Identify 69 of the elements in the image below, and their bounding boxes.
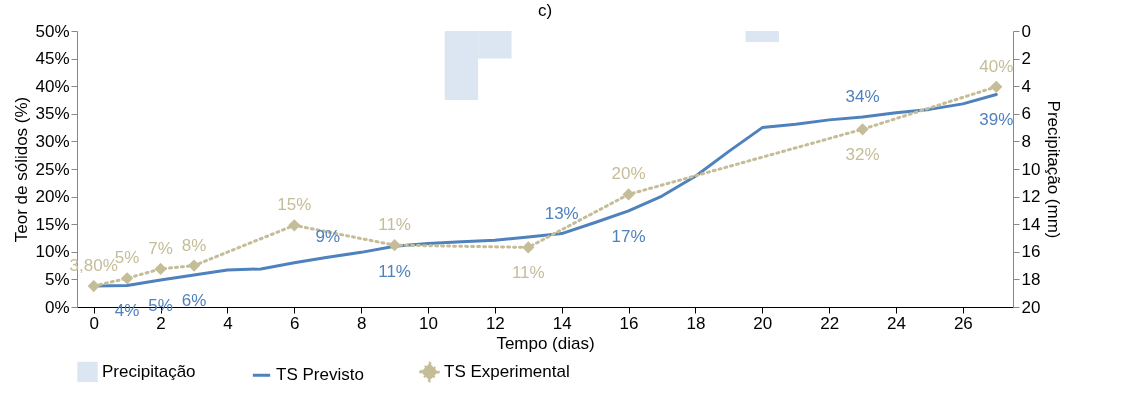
y-tick-label: 45% [35,49,70,69]
y-tick-label: 10% [35,242,70,262]
y-tick-label: 40% [35,76,70,96]
x-tick-label: 16 [619,313,639,333]
x-tick-label: 20 [753,313,773,333]
point [522,241,535,254]
x-tick-label: 12 [485,313,505,333]
x-axis-title: Tempo (dias) [496,333,595,353]
point [288,219,301,232]
y-tick-label: 20% [35,187,70,207]
data-label: 15% [277,195,312,215]
y2-tick-label: 20 [1021,297,1041,317]
x-tick-label: 24 [887,313,906,333]
x-tick-label: 0 [89,313,99,333]
y-tick-label: 0% [44,297,70,317]
data-label: 17% [611,226,646,246]
y-tick-label: 50% [35,21,70,41]
point [87,279,100,293]
data-label: 32% [845,145,880,165]
bar [745,31,779,43]
y2-tick-label: 18 [1021,269,1041,289]
point [121,272,134,285]
data-label: 34% [845,87,880,107]
y2-tick-label: 16 [1021,242,1041,262]
point [154,262,167,276]
point [990,80,1003,93]
x-tick-label: 14 [552,313,572,333]
y2-axis-title: Precipitação (mm) [1044,100,1064,239]
x-tick-label: 18 [686,313,706,333]
y2-tick-label: 12 [1021,187,1041,207]
y-tick-label: 25% [35,159,70,179]
y2-tick-label: 10 [1021,159,1041,179]
data-label: 8% [181,235,207,255]
x-tick-label: 6 [290,313,300,333]
y-tick-label: 15% [35,214,70,234]
data-label: 11% [378,215,411,235]
y2-tick-label: 6 [1021,104,1031,124]
y2-tick-label: 4 [1021,76,1031,96]
legend-label: Precipitação [102,361,196,381]
chart-title: c) [537,1,553,20]
y2-tick-label: 2 [1021,49,1031,69]
point [187,259,201,272]
x-tick-label: 8 [356,313,367,333]
legend-label: TS Experimental [444,361,570,381]
data-label: 11% [511,263,545,283]
y2-tick-label: 0 [1021,21,1031,41]
x-tick-label: 2 [156,313,166,333]
data-label: 6% [181,290,207,310]
y-axis-title: Teor de sólidos (%) [12,96,32,243]
x-tick-label: 26 [953,313,973,333]
data-label: 13% [544,203,579,223]
data-label: 11% [378,262,411,282]
data-label: 20% [611,164,646,184]
legend-label: TS Previsto [276,365,364,385]
point [856,123,869,136]
data-label: 7% [148,238,173,258]
y-tick-label: 35% [35,104,70,124]
point [388,239,401,252]
data-label: 9% [315,227,340,247]
y2-tick-label: 14 [1021,214,1041,234]
y-tick-label: 5% [44,269,70,289]
x-tick-label: 10 [419,313,438,333]
y2-tick-label: 8 [1021,131,1031,151]
point [622,188,635,201]
x-tick-label: 22 [820,313,840,333]
x-tick-label: 4 [223,313,233,333]
data-label: 39% [979,110,1014,130]
y-tick-label: 30% [35,131,70,151]
data-label: 40% [979,56,1014,76]
